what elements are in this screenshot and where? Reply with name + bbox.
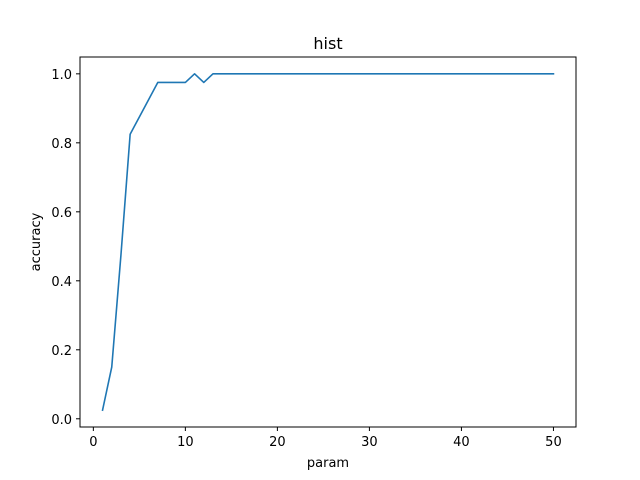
x-tick-label: 20 bbox=[269, 435, 286, 450]
y-axis-ticks: 0.0 0.2 0.4 0.6 0.8 1.0 bbox=[51, 68, 80, 428]
x-tick-label: 40 bbox=[453, 435, 470, 450]
y-tick-label: 0.0 bbox=[51, 413, 72, 428]
series-line-0 bbox=[101, 73, 555, 412]
y-tick-label: 0.2 bbox=[51, 344, 72, 359]
y-tick-label: 0.8 bbox=[51, 137, 72, 152]
x-tick-label: 0 bbox=[89, 435, 97, 450]
plot-area bbox=[101, 73, 555, 412]
x-axis-ticks: 0 10 20 30 40 50 bbox=[89, 427, 562, 450]
x-tick-label: 50 bbox=[545, 435, 562, 450]
x-tick-label: 30 bbox=[361, 435, 378, 450]
x-tick-label: 10 bbox=[177, 435, 194, 450]
y-tick-label: 0.6 bbox=[51, 206, 72, 221]
y-tick-label: 0.4 bbox=[51, 275, 72, 290]
y-tick-label: 1.0 bbox=[51, 68, 72, 83]
y-axis-label: accuracy bbox=[29, 212, 44, 271]
axes-frame bbox=[79, 56, 577, 428]
chart-title: hist bbox=[313, 34, 342, 53]
x-axis-label: param bbox=[307, 456, 349, 471]
